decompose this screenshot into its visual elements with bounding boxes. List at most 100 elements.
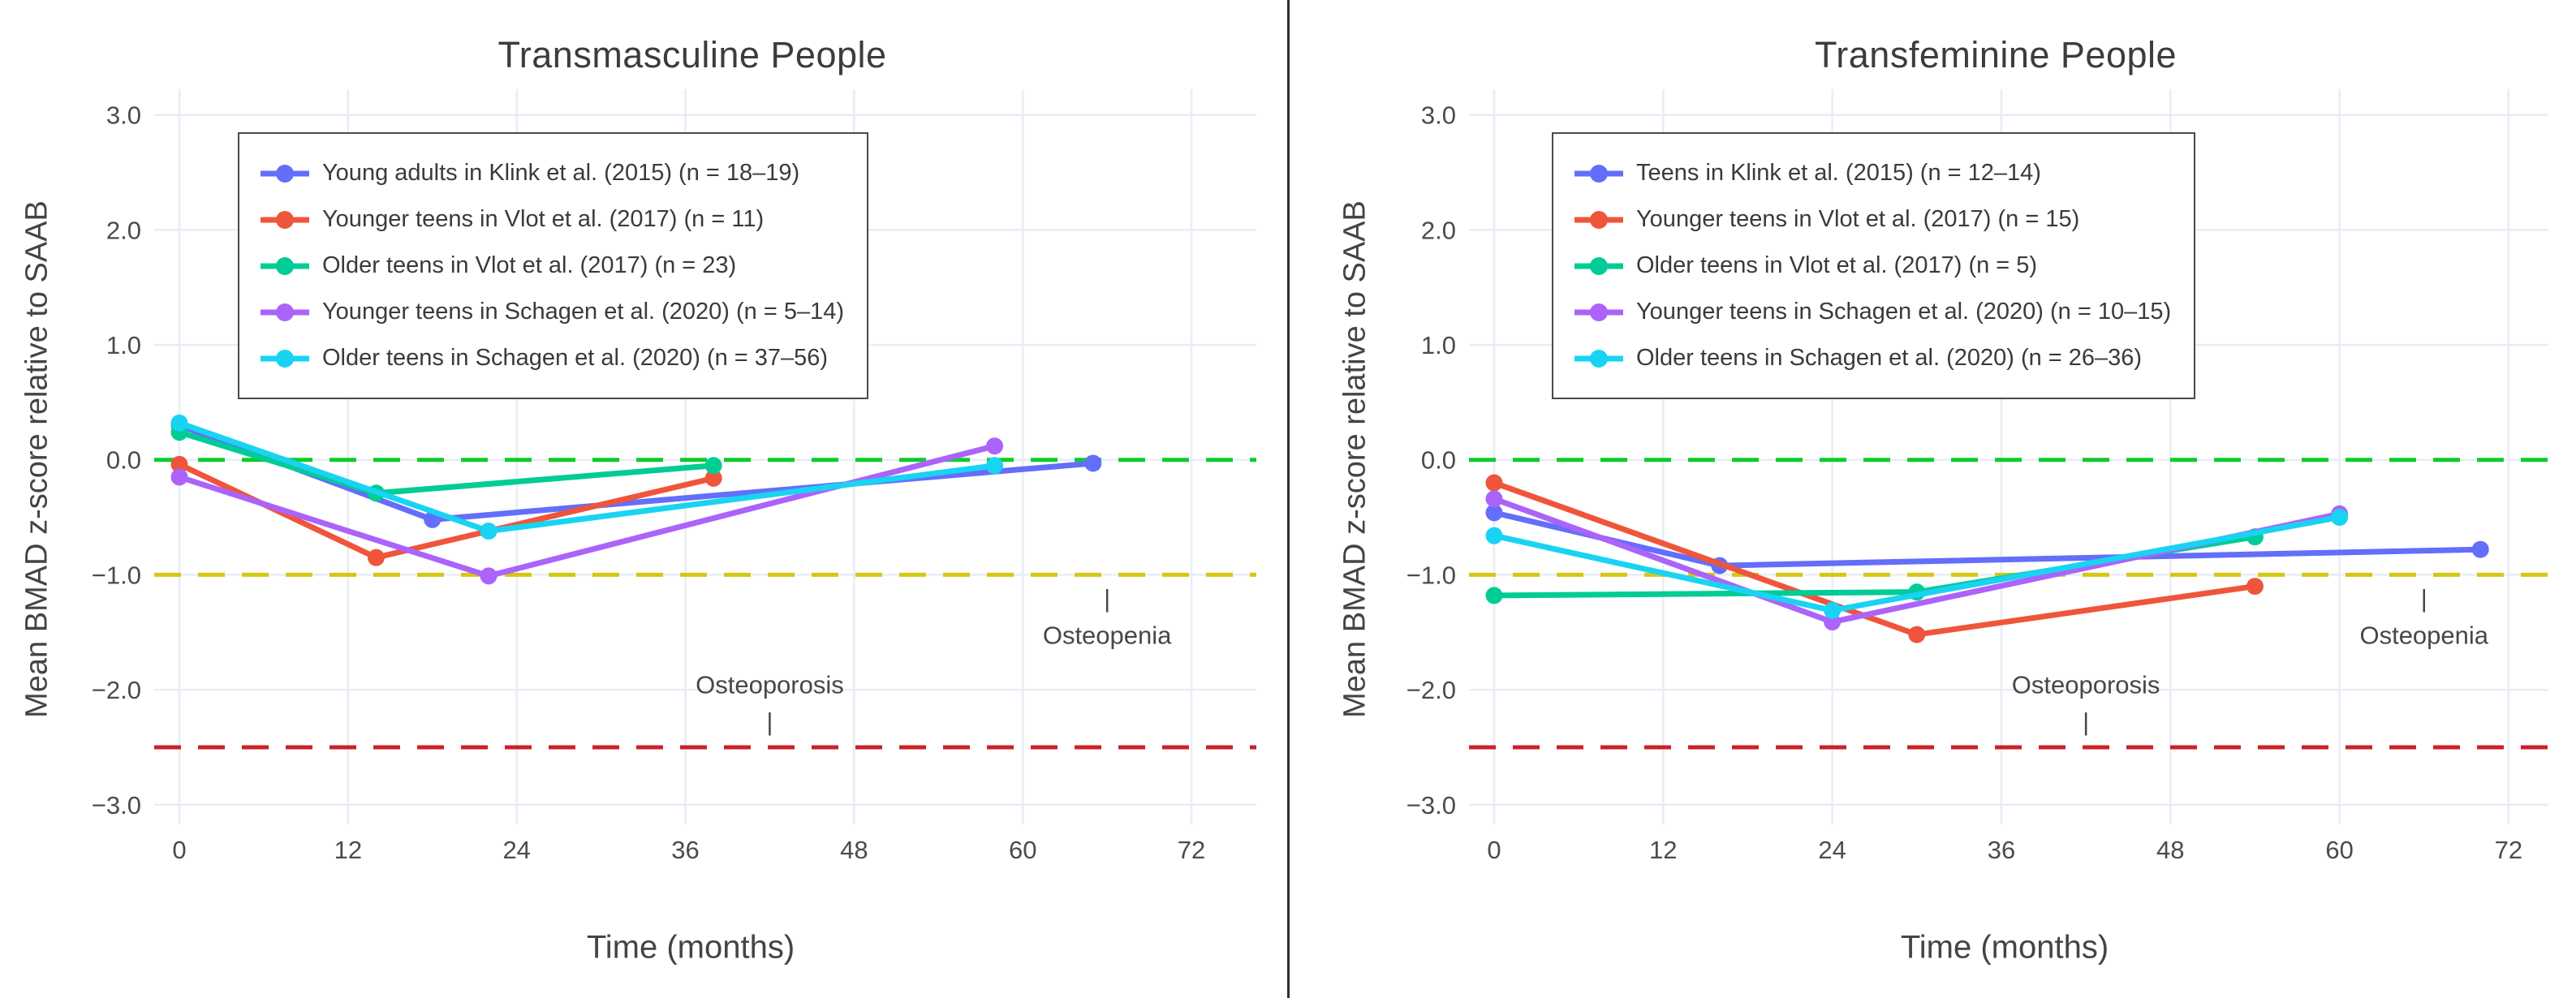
series-line-2: [176, 429, 717, 497]
legend-transfeminine: Teens in Klink et al. (2015) (n = 12–14)…: [1552, 132, 2196, 399]
legend-item-label: Younger teens in Vlot et al. (2017) (n =…: [1636, 206, 2080, 232]
legend-item-label: Younger teens in Vlot et al. (2017) (n =…: [322, 206, 765, 232]
x-tick-label: 72: [2495, 836, 2522, 864]
y-tick-label: 0.0: [1421, 446, 1456, 475]
y-tick-label: 1.0: [106, 331, 141, 359]
series-marker-3: [170, 468, 188, 486]
y-tick-label: 3.0: [1421, 101, 1456, 130]
legend-item-0: Young adults in Klink et al. (2015) (n =…: [259, 150, 844, 196]
legend-swatch-icon: [1574, 210, 1623, 229]
y-tick-label: −3.0: [92, 791, 141, 819]
legend-item-4: Older teens in Schagen et al. (2020) (n …: [1573, 335, 2171, 381]
osteopenia-label: Osteopenia: [1043, 622, 1172, 650]
series-marker-0: [1084, 454, 1102, 472]
legend-item-2: Older teens in Vlot et al. (2017) (n = 2…: [259, 243, 844, 289]
osteoporosis-tick: |: [2083, 708, 2089, 736]
series-marker-0: [2471, 540, 2489, 558]
legend-item-label: Older teens in Schagen et al. (2020) (n …: [1636, 345, 2143, 371]
legend-item-label: Young adults in Klink et al. (2015) (n =…: [322, 160, 800, 186]
legend-item-3: Younger teens in Schagen et al. (2020) (…: [1573, 289, 2171, 335]
x-tick-label: 0: [1487, 836, 1501, 864]
series-marker-1: [1908, 626, 1926, 643]
chart-title-transfeminine: Transfeminine People: [1814, 34, 2178, 75]
legend-transmasculine: Young adults in Klink et al. (2015) (n =…: [238, 132, 869, 399]
osteopenia-tick: |: [2421, 584, 2427, 613]
legend-swatch-icon: [261, 349, 309, 368]
legend-item-4: Older teens in Schagen et al. (2020) (n …: [259, 335, 844, 381]
osteoporosis-tick: |: [766, 708, 773, 736]
x-tick-label: 72: [1178, 836, 1205, 864]
x-tick-label: 12: [334, 836, 362, 864]
y-tick-label: −2.0: [1406, 676, 1456, 704]
y-tick-label: 1.0: [1421, 331, 1456, 359]
osteopenia-tick: |: [1104, 584, 1110, 613]
series-marker-1: [704, 469, 722, 487]
y-tick-label: 2.0: [1421, 216, 1456, 244]
osteopenia-label: Osteopenia: [2359, 622, 2488, 650]
y-tick-label: −1.0: [92, 561, 141, 589]
x-tick-label: 48: [840, 836, 868, 864]
series-marker-1: [367, 548, 385, 566]
y-axis-label-transfeminine: Mean BMAD z-score relative to SAAB: [1338, 200, 1372, 718]
x-tick-label: 60: [1009, 836, 1036, 864]
x-tick-label: 36: [671, 836, 699, 864]
series-marker-4: [170, 414, 188, 432]
y-axis-label-transmasculine: Mean BMAD z-score relative to SAAB: [19, 200, 54, 718]
legend-item-0: Teens in Klink et al. (2015) (n = 12–14): [1573, 150, 2171, 196]
x-tick-label: 36: [1988, 836, 2015, 864]
legend-item-label: Older teens in Vlot et al. (2017) (n = 2…: [322, 252, 737, 278]
series-marker-4: [1485, 527, 1503, 544]
osteoporosis-label: Osteoporosis: [2012, 670, 2160, 699]
series-marker-3: [986, 437, 1004, 455]
y-tick-label: −3.0: [1406, 791, 1456, 819]
series-marker-2: [704, 457, 722, 475]
series-marker-4: [986, 457, 1004, 475]
legend-item-label: Older teens in Schagen et al. (2020) (n …: [322, 345, 829, 371]
y-tick-label: −1.0: [1406, 561, 1456, 589]
legend-swatch-icon: [1574, 256, 1623, 275]
legend-item-label: Older teens in Vlot et al. (2017) (n = 5…: [1636, 252, 2038, 278]
series-marker-0: [1485, 504, 1503, 522]
legend-item-label: Younger teens in Schagen et al. (2020) (…: [1636, 299, 2172, 325]
legend-item-1: Younger teens in Vlot et al. (2017) (n =…: [259, 196, 844, 243]
x-axis-label-transfeminine: Time (months): [1900, 929, 2109, 966]
series-marker-1: [170, 455, 188, 473]
legend-swatch-icon: [1574, 164, 1623, 183]
osteoporosis-label: Osteoporosis: [696, 670, 844, 699]
x-tick-label: 60: [2325, 836, 2353, 864]
series-line-2: [1491, 534, 2258, 599]
legend-item-label: Younger teens in Schagen et al. (2020) (…: [322, 299, 845, 325]
legend-item-1: Younger teens in Vlot et al. (2017) (n =…: [1573, 196, 2171, 243]
legend-swatch-icon: [1574, 303, 1623, 321]
x-tick-label: 48: [2156, 836, 2184, 864]
y-tick-label: 3.0: [106, 101, 141, 130]
panel-divider: [1287, 0, 1290, 998]
x-tick-label: 0: [172, 836, 186, 864]
series-marker-1: [2246, 578, 2264, 596]
legend-swatch-icon: [261, 303, 309, 321]
series-marker-3: [480, 567, 498, 585]
series-marker-1: [1485, 474, 1503, 492]
chart-title-transmasculine: Transmasculine People: [498, 34, 887, 75]
series-marker-4: [2331, 509, 2349, 527]
x-axis-label-transmasculine: Time (months): [586, 929, 795, 966]
legend-item-2: Older teens in Vlot et al. (2017) (n = 5…: [1573, 243, 2171, 289]
x-tick-label: 12: [1649, 836, 1677, 864]
legend-swatch-icon: [261, 210, 309, 229]
legend-item-3: Younger teens in Schagen et al. (2020) (…: [259, 289, 844, 335]
legend-swatch-icon: [261, 256, 309, 275]
x-tick-label: 24: [502, 836, 530, 864]
legend-swatch-icon: [261, 164, 309, 183]
series-marker-3: [1485, 490, 1503, 508]
x-tick-label: 24: [1818, 836, 1846, 864]
legend-swatch-icon: [1574, 349, 1623, 368]
y-tick-label: 0.0: [106, 446, 141, 475]
series-marker-2: [1485, 587, 1503, 604]
series-marker-4: [1824, 601, 1842, 619]
legend-item-label: Teens in Klink et al. (2015) (n = 12–14): [1636, 160, 2041, 186]
series-marker-4: [480, 523, 498, 540]
y-tick-label: 2.0: [106, 216, 141, 244]
y-tick-label: −2.0: [92, 676, 141, 704]
